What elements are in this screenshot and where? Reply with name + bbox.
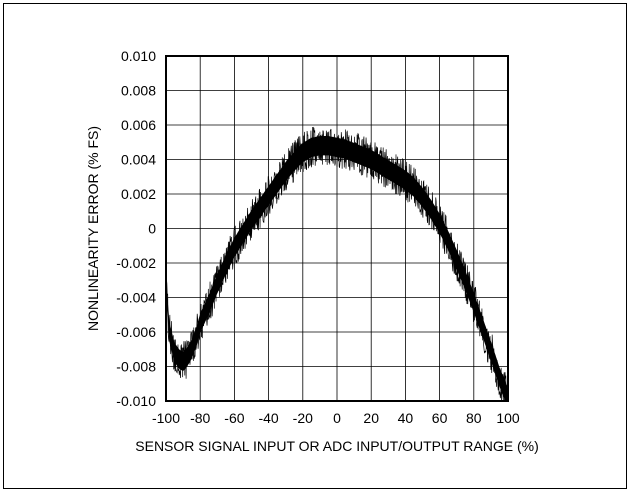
y-tick-label: 0.008 (121, 83, 156, 99)
x-tick-label: 40 (398, 410, 414, 426)
x-tick-label: -100 (152, 410, 180, 426)
plot-area-border (165, 55, 509, 402)
series-band (166, 136, 508, 401)
x-tick-label: -60 (224, 410, 244, 426)
y-tick-label: 0.002 (121, 186, 156, 202)
y-tick-label: -0.004 (116, 290, 156, 306)
x-tick-label: 100 (496, 410, 520, 426)
series-layer (166, 126, 508, 401)
y-tick-label: 0 (148, 221, 156, 237)
x-tick-label: -80 (190, 410, 210, 426)
y-tick-label: 0.006 (121, 117, 156, 133)
grid (165, 55, 509, 402)
y-axis-label: NONLINEARITY ERROR (% FS) (85, 126, 101, 331)
x-tick-label: 0 (333, 410, 341, 426)
x-tick-label: 20 (363, 410, 379, 426)
chart-frame (3, 3, 627, 489)
y-tick-label: 0.010 (121, 48, 156, 64)
x-tick-label: -20 (293, 410, 313, 426)
y-tick-label: -0.010 (116, 393, 156, 409)
y-tick-label: -0.006 (116, 324, 156, 340)
x-axis-label: SENSOR SIGNAL INPUT OR ADC INPUT/OUTPUT … (135, 438, 538, 454)
x-tick-label: 80 (466, 410, 482, 426)
x-tick-label: -40 (258, 410, 278, 426)
y-tick-label: 0.004 (121, 152, 156, 168)
x-tick-labels: -100 -80 -60 -40 -20 0 20 40 60 80 100 (152, 410, 520, 426)
y-tick-labels: 0.010 0.008 0.006 0.004 0.002 0 -0.002 -0.004 -0… (116, 48, 156, 409)
x-tick-label: 60 (432, 410, 448, 426)
y-tick-label: -0.008 (116, 359, 156, 375)
y-tick-label: -0.002 (116, 255, 156, 271)
series-noise-line (166, 126, 508, 401)
